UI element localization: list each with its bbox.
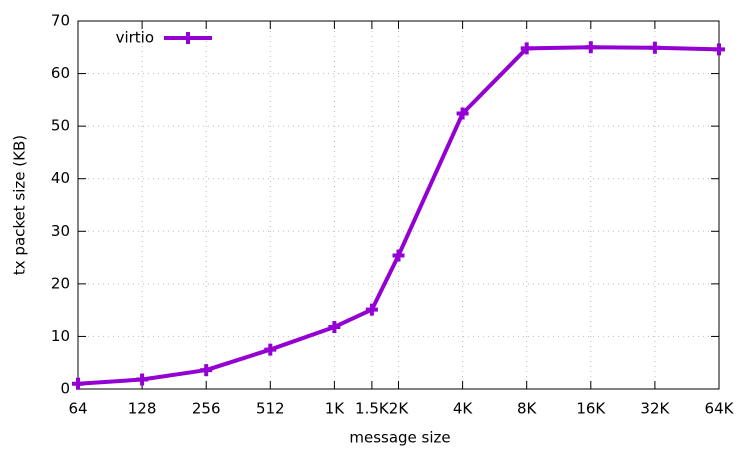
point-marker bbox=[520, 42, 533, 55]
y-axis-label: tx packet size (KB) bbox=[11, 135, 29, 275]
point-marker bbox=[264, 343, 277, 356]
x-tick-label: 8K bbox=[517, 400, 538, 418]
legend-marker bbox=[182, 32, 194, 44]
y-tick-label: 10 bbox=[51, 327, 70, 345]
x-tick-label: 2K bbox=[389, 400, 410, 418]
point-marker bbox=[584, 41, 597, 54]
point-marker bbox=[713, 43, 725, 56]
x-tick-label: 16K bbox=[576, 400, 606, 418]
y-tick-label: 20 bbox=[51, 274, 70, 292]
y-tick-label: 30 bbox=[51, 222, 70, 240]
y-tick-label: 0 bbox=[60, 380, 70, 398]
x-tick-label: 1K bbox=[325, 400, 346, 418]
x-tick-label: 1.5K bbox=[355, 400, 390, 418]
x-axis-label: message size bbox=[349, 429, 450, 447]
point-marker bbox=[648, 41, 661, 54]
x-tick-label: 512 bbox=[256, 400, 285, 418]
x-tick-label: 32K bbox=[640, 400, 670, 418]
plot-frame bbox=[77, 20, 720, 390]
point-marker bbox=[200, 364, 213, 377]
point-marker bbox=[365, 303, 378, 316]
y-tick-label: 40 bbox=[51, 169, 70, 187]
x-tick-label: 4K bbox=[453, 400, 474, 418]
point-marker bbox=[392, 249, 405, 262]
x-tick-label: 256 bbox=[192, 400, 221, 418]
y-tick-label: 70 bbox=[51, 12, 70, 30]
point-marker bbox=[136, 373, 149, 386]
series-line bbox=[77, 45, 720, 386]
point-marker bbox=[456, 107, 469, 120]
point-marker bbox=[72, 377, 84, 390]
x-tick-label: 64 bbox=[68, 400, 87, 418]
point-marker bbox=[328, 320, 341, 333]
y-tick-label: 60 bbox=[51, 64, 70, 82]
legend-label: virtio bbox=[116, 29, 154, 47]
x-tick-label: 128 bbox=[128, 400, 157, 418]
x-tick-label: 64K bbox=[705, 400, 735, 418]
y-tick-label: 50 bbox=[51, 117, 70, 135]
